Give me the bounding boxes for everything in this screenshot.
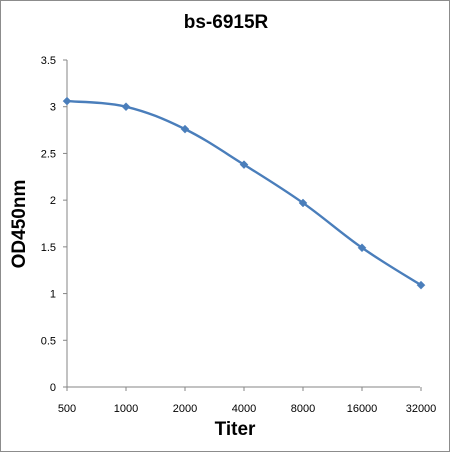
x-tick-label: 4000: [232, 403, 256, 415]
x-tick-label: 500: [58, 403, 76, 415]
chart-title: bs-6915R: [184, 12, 269, 33]
x-tick-label: 8000: [291, 403, 315, 415]
x-axis-title: Titer: [215, 419, 256, 440]
data-point-marker: [62, 96, 72, 106]
data-point-marker: [180, 124, 190, 134]
x-tick-label: 16000: [347, 403, 378, 415]
y-tick-label: 3: [50, 102, 56, 114]
data-point-marker: [298, 198, 308, 208]
x-tick-label: 1000: [114, 403, 138, 415]
y-tick-label: 2: [50, 195, 56, 207]
y-tick-label: 0.5: [41, 335, 56, 347]
y-tick-label: 0: [50, 382, 56, 394]
y-axis-ticks: 0 0.5 1 1.5 2 2.5 3 3.5: [41, 55, 67, 394]
y-tick-label: 1: [50, 289, 56, 301]
data-point-marker: [239, 160, 249, 169]
data-point-marker: [121, 102, 131, 112]
data-point-marker: [357, 243, 367, 253]
series-line: [66, 99, 422, 287]
y-axis-title: OD450nm: [9, 180, 30, 269]
y-tick-label: 3.5: [41, 55, 56, 67]
x-tick-label: 2000: [173, 403, 197, 415]
y-tick-label: 1.5: [41, 242, 56, 254]
series-layer: [62, 96, 426, 290]
x-axis-ticks: 500 1000 2000 4000 8000 16000 32000: [58, 387, 436, 415]
y-tick-label: 2.5: [41, 148, 56, 160]
x-tick-label: 32000: [406, 403, 437, 415]
data-point-marker: [416, 280, 426, 290]
